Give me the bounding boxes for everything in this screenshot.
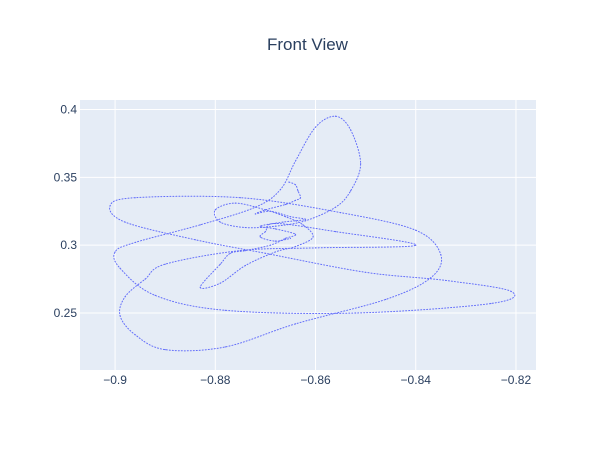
- data-point: [134, 241, 136, 244]
- data-point: [269, 244, 272, 246]
- data-point: [234, 202, 236, 204]
- data-point: [445, 279, 447, 282]
- data-point: [274, 225, 277, 227]
- data-point: [154, 294, 156, 296]
- data-point: [224, 309, 226, 311]
- data-point: [244, 226, 246, 229]
- x-tick-label: −0.88: [200, 373, 231, 387]
- data-point: [164, 263, 166, 265]
- data-point: [274, 251, 277, 253]
- data-point: [355, 312, 357, 314]
- data-point: [219, 221, 221, 223]
- data-point: [490, 302, 492, 305]
- data-point: [109, 205, 111, 207]
- data-point: [239, 250, 241, 252]
- data-point: [289, 216, 292, 218]
- data-point: [134, 197, 136, 199]
- data-point: [134, 334, 136, 336]
- data-point: [510, 290, 512, 292]
- data-point: [282, 221, 284, 223]
- data-point: [274, 228, 277, 230]
- data-point: [334, 231, 337, 233]
- data-point: [284, 203, 287, 206]
- data-point: [294, 323, 297, 325]
- y-tick-label: 0.35: [54, 170, 78, 184]
- data-point: [254, 206, 256, 208]
- data-point: [299, 197, 302, 199]
- data-point: [334, 115, 337, 117]
- data-point: [365, 271, 367, 273]
- data-point: [294, 160, 297, 162]
- data-point: [289, 237, 292, 239]
- data-point: [254, 213, 256, 215]
- data-point: [229, 252, 231, 254]
- data-point: [264, 231, 267, 233]
- data-point: [244, 250, 246, 252]
- data-point: [199, 286, 201, 288]
- data-point: [349, 190, 352, 192]
- data-point: [304, 220, 307, 222]
- chart-title: Front View: [267, 35, 349, 54]
- data-point: [440, 254, 442, 256]
- data-point: [224, 346, 226, 348]
- data-point: [415, 229, 417, 231]
- y-tick-label: 0.4: [60, 102, 77, 116]
- data-point: [194, 239, 196, 241]
- data-point: [164, 349, 166, 351]
- data-point: [274, 222, 277, 225]
- data-point: [334, 206, 337, 208]
- data-point: [219, 263, 221, 265]
- data-point: [269, 210, 272, 212]
- data-point: [339, 212, 342, 214]
- data-point: [214, 209, 216, 211]
- data-point: [385, 298, 387, 301]
- data-point: [199, 224, 201, 226]
- data-point: [239, 197, 241, 199]
- data-point: [259, 236, 261, 238]
- data-point: [349, 129, 352, 131]
- y-tick-label: 0.3: [60, 238, 77, 252]
- data-point: [294, 233, 297, 235]
- x-tick-label: −0.9: [103, 373, 127, 387]
- data-point: [114, 251, 116, 253]
- data-point: [294, 245, 297, 248]
- x-tick-label: −0.84: [401, 373, 432, 387]
- data-point: [264, 209, 267, 211]
- data-point: [244, 264, 246, 267]
- data-point: [304, 218, 307, 220]
- data-point: [284, 216, 287, 218]
- data-point: [264, 252, 267, 254]
- data-point: [119, 267, 121, 269]
- trajectory-line: [109, 115, 516, 352]
- data-point: [279, 188, 282, 191]
- data-point: [314, 126, 317, 128]
- data-point: [219, 282, 221, 284]
- data-point: [124, 221, 126, 223]
- data-point: [288, 181, 290, 183]
- data-point: [312, 236, 314, 238]
- data-point: [144, 278, 146, 280]
- data-point: [415, 244, 417, 246]
- data-point: [294, 199, 297, 202]
- x-tick-label: −0.86: [300, 373, 331, 387]
- data-point: [297, 190, 299, 192]
- data-point: [124, 296, 126, 298]
- y-tick-label: 0.25: [54, 306, 78, 320]
- trajectory-series: [109, 115, 516, 352]
- x-tick-label: −0.82: [501, 373, 532, 387]
- data-point: [360, 163, 362, 165]
- axes: −0.9 −0.88 −0.86 −0.84 −0.82 0.25 0.3 0.35 0.4: [54, 102, 532, 387]
- data-point: [430, 277, 432, 279]
- data-point: [284, 237, 287, 239]
- data-point: [294, 184, 297, 186]
- plot-background: [80, 100, 536, 370]
- data-point: [274, 240, 277, 242]
- data-point: [119, 315, 121, 317]
- data-point: [314, 247, 317, 249]
- data-point: [259, 225, 261, 227]
- data-point: [302, 224, 304, 226]
